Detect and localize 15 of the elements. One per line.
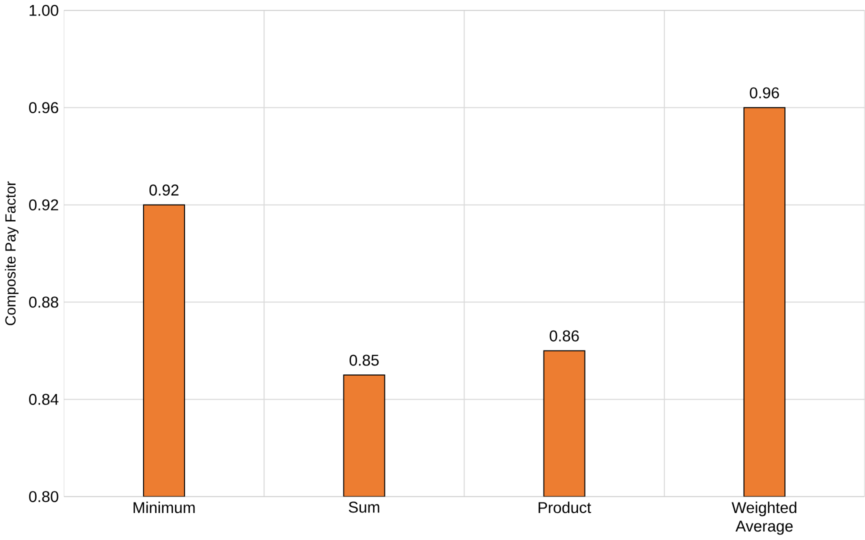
x-tick-label: Sum	[348, 502, 380, 513]
y-axis-title: Composite Pay Factor	[4, 182, 19, 326]
x-tick-label: Weighted Average	[732, 502, 796, 535]
y-tick-label: 0.84	[29, 394, 58, 406]
data-label: 0.92	[149, 184, 178, 196]
y-tick-label: 0.88	[29, 296, 58, 308]
y-tick-label: 0.96	[29, 102, 58, 114]
y-tick-label: 0.80	[29, 491, 58, 502]
data-label: 0.96	[750, 87, 779, 99]
data-label: 0.86	[550, 330, 579, 342]
x-tick-label: Product	[538, 502, 592, 514]
data-label: 0.85	[350, 354, 379, 366]
x-tick-label: Minimum	[134, 502, 195, 514]
y-tick-label: 1.00	[30, 5, 58, 16]
y-tick-label: 0.92	[29, 200, 58, 211]
